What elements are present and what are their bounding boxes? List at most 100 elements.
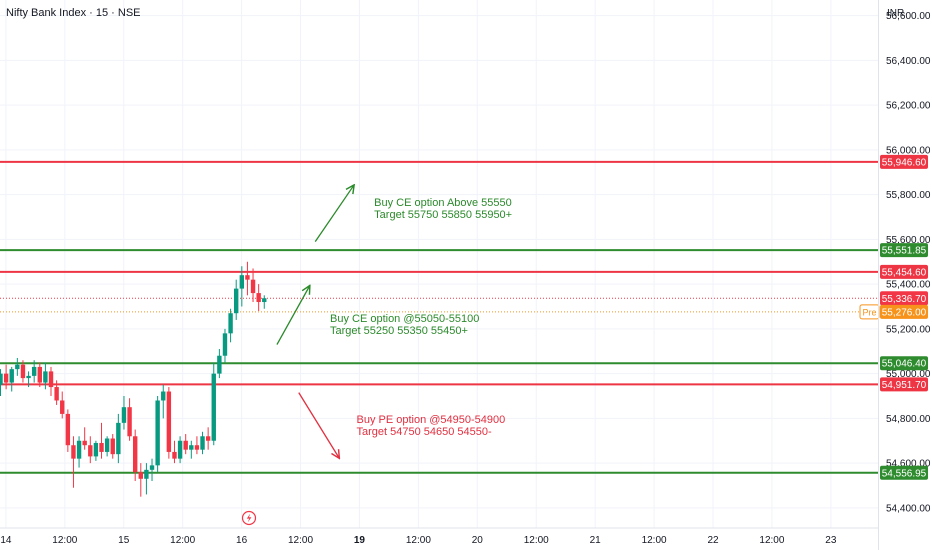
candle-body <box>15 364 20 370</box>
x-tick-label: 19 <box>354 535 366 546</box>
time-axis[interactable]: 14 12:00 15 12:00 16 12:00 19 12:00 20 12:00 21 12:… <box>0 527 878 546</box>
x-tick-label: 14 <box>0 535 12 546</box>
candle-body <box>234 288 239 314</box>
y-tick-label: 55,800.00 <box>886 190 931 201</box>
y-tick-label: 56,400.00 <box>886 56 931 67</box>
candle-body <box>110 438 115 455</box>
candle-body <box>93 442 99 457</box>
x-tick-label: 15 <box>118 535 130 546</box>
premarket-tag: Pre <box>862 307 876 317</box>
last-price-label: 55,336.70 <box>882 294 927 305</box>
price-scale-divider <box>878 0 879 550</box>
premarket-badge <box>859 304 880 320</box>
y-tick-label: 54,800.00 <box>886 414 931 425</box>
level-price-tag <box>880 356 928 371</box>
candle-body <box>155 400 160 466</box>
candle-body <box>48 371 54 388</box>
annotation-text: Buy PE option @54950-54900 Target 54750 5… <box>357 414 506 438</box>
level-price-label: 55,046.40 <box>882 359 927 370</box>
x-tick-label: 12:00 <box>52 535 77 546</box>
annotation-arrow <box>276 286 309 345</box>
candle-body <box>65 413 71 446</box>
y-tick-label: 56,000.00 <box>886 145 931 156</box>
candle-body <box>262 298 267 303</box>
y-tick-label: 55,600.00 <box>886 235 931 246</box>
x-tick-label: 21 <box>590 535 602 546</box>
annotation-line-1: Buy CE option @55050-55100 <box>330 313 479 325</box>
level-price-tag <box>880 465 928 480</box>
x-tick-label: 12:00 <box>642 535 667 546</box>
x-tick-label: 12:00 <box>288 535 313 546</box>
candle-body <box>245 275 250 280</box>
trade-annotations: Buy CE option Above 55550 Target 55750 55… <box>276 186 512 458</box>
annotation-arrow <box>314 186 353 242</box>
annotation-line-2: Target 54750 54650 54550- <box>357 426 493 438</box>
y-tick-label: 55,200.00 <box>886 324 931 335</box>
candle-body <box>172 451 177 459</box>
candle-body <box>205 436 211 441</box>
y-tick-label: 56,200.00 <box>886 101 931 112</box>
level-price-label: 55,551.85 <box>882 246 927 257</box>
candle-body <box>144 469 149 479</box>
level-price-label: 54,556.95 <box>882 468 927 479</box>
symbol-title[interactable]: Nifty Bank Index · 15 · NSE <box>6 7 141 19</box>
lightning-icon <box>246 513 252 523</box>
event-marker[interactable] <box>241 510 257 526</box>
annotation-line-2: Target 55750 55850 55950+ <box>374 209 512 221</box>
annotation-line-1: Buy PE option @54950-54900 <box>357 414 506 426</box>
candle-body <box>71 445 76 459</box>
y-tick-label: 54,600.00 <box>886 459 931 470</box>
annotation-text: Buy CE option @55050-55100 Target 55250 5… <box>330 313 479 337</box>
candle-body <box>99 442 104 452</box>
candle-body <box>149 465 155 470</box>
candlestick-series <box>0 261 267 497</box>
price-axis[interactable]: 54,400.00 54,600.00 54,800.00 55,000.00 55,2… <box>859 11 931 514</box>
x-tick-label: 23 <box>825 535 837 546</box>
candle-body <box>20 364 26 379</box>
candle-body <box>222 333 228 356</box>
candle-body <box>228 313 233 334</box>
level-price-tag <box>880 377 928 392</box>
candle-body <box>177 440 183 459</box>
candle-body <box>0 373 3 385</box>
annotation-text: Buy CE option Above 55550 Target 55750 55… <box>374 197 512 221</box>
x-tick-label: 12:00 <box>524 535 549 546</box>
candle-body <box>60 400 65 414</box>
candle-body <box>127 407 132 437</box>
candle-body <box>256 293 261 303</box>
candle-body <box>250 279 256 294</box>
candle-body <box>138 472 144 479</box>
currency-label[interactable]: INR <box>887 8 905 19</box>
candle-body <box>43 371 48 383</box>
candle-body <box>161 391 166 401</box>
x-tick-label: 12:00 <box>170 535 195 546</box>
grid-lines <box>0 0 878 528</box>
x-tick-label: 16 <box>236 535 248 546</box>
level-price-tag <box>880 243 928 258</box>
y-tick-label: 56,600.00 <box>886 11 931 22</box>
candle-body <box>189 445 194 450</box>
last-price-tag <box>880 291 928 306</box>
x-tick-label: 20 <box>472 535 484 546</box>
level-price-tag <box>880 154 928 169</box>
candle-body <box>217 355 222 374</box>
candle-body <box>200 436 205 450</box>
candle-body <box>37 366 42 383</box>
level-price-label: 55,946.60 <box>882 157 927 168</box>
candle-body <box>31 366 37 376</box>
premarket-price-tag <box>880 304 928 319</box>
y-tick-label: 55,000.00 <box>886 369 931 380</box>
annotation-arrow <box>298 392 339 458</box>
candle-body <box>239 275 245 289</box>
annotation-line-1: Buy CE option Above 55550 <box>374 197 512 209</box>
level-price-label: 55,454.60 <box>882 267 927 278</box>
candle-body <box>3 373 9 383</box>
candle-body <box>54 387 59 401</box>
candle-body <box>121 407 127 423</box>
y-tick-label: 54,400.00 <box>886 503 931 514</box>
x-tick-label: 22 <box>707 535 719 546</box>
x-tick-label: 12:00 <box>406 535 431 546</box>
level-price-tag <box>880 264 928 279</box>
candle-body <box>9 369 14 383</box>
